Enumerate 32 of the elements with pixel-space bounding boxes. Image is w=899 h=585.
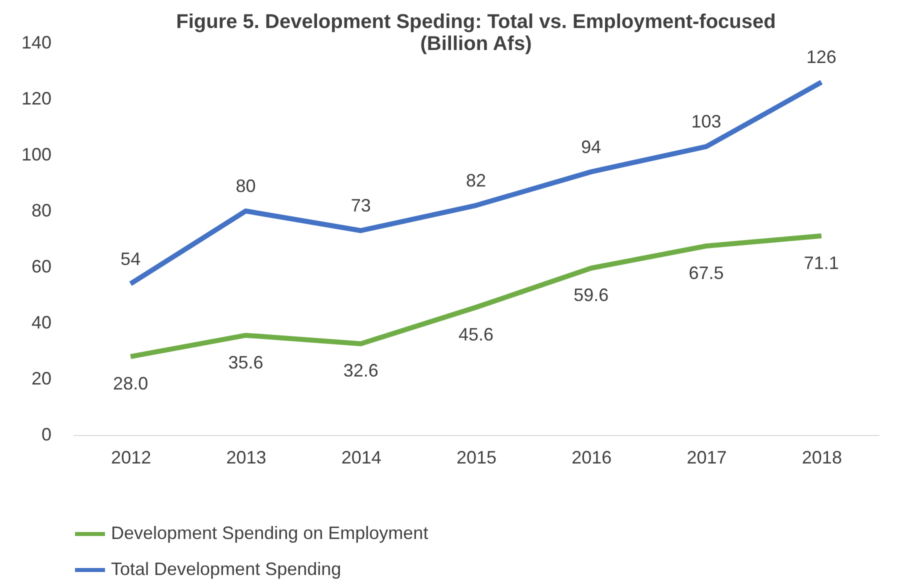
y-tick-label: 140 [21, 32, 52, 52]
y-tick-label: 20 [31, 368, 52, 388]
x-tick-label: 2012 [111, 448, 152, 468]
legend-label: Total Development Spending [111, 559, 342, 579]
data-label: 94 [581, 136, 602, 157]
x-tick-label: 2017 [686, 448, 727, 468]
x-tick-label: 2015 [456, 448, 497, 468]
data-label: 45.6 [458, 324, 494, 344]
data-label: 28.0 [113, 374, 148, 394]
data-label: 126 [806, 47, 836, 68]
data-label: 32.6 [343, 360, 378, 381]
data-label: 59.6 [574, 285, 609, 306]
x-tick-label: 2014 [341, 448, 382, 468]
data-label: 67.5 [688, 263, 724, 283]
y-tick-label: 60 [31, 256, 52, 276]
data-label: 54 [120, 248, 141, 269]
x-tick-label: 2016 [572, 448, 612, 468]
y-tick-label: 100 [21, 144, 52, 164]
data-label: 103 [691, 112, 722, 132]
y-tick-label: 80 [31, 200, 52, 220]
data-label: 80 [236, 176, 256, 196]
data-label: 71.1 [804, 252, 839, 273]
y-tick-label: 40 [31, 312, 52, 332]
chart-title: Figure 5. Development Speding: Total vs. Employment-focused (Billion Afs) [176, 11, 776, 55]
y-tick-label: 0 [41, 424, 52, 444]
data-label: 82 [466, 170, 486, 190]
data-label: 73 [350, 196, 371, 216]
y-tick-label: 120 [21, 88, 52, 108]
x-tick-label: 2013 [226, 448, 266, 468]
data-label: 35.6 [228, 352, 264, 372]
x-tick-label: 2018 [802, 448, 842, 468]
legend-label: Development Spending on Employment [111, 523, 428, 543]
